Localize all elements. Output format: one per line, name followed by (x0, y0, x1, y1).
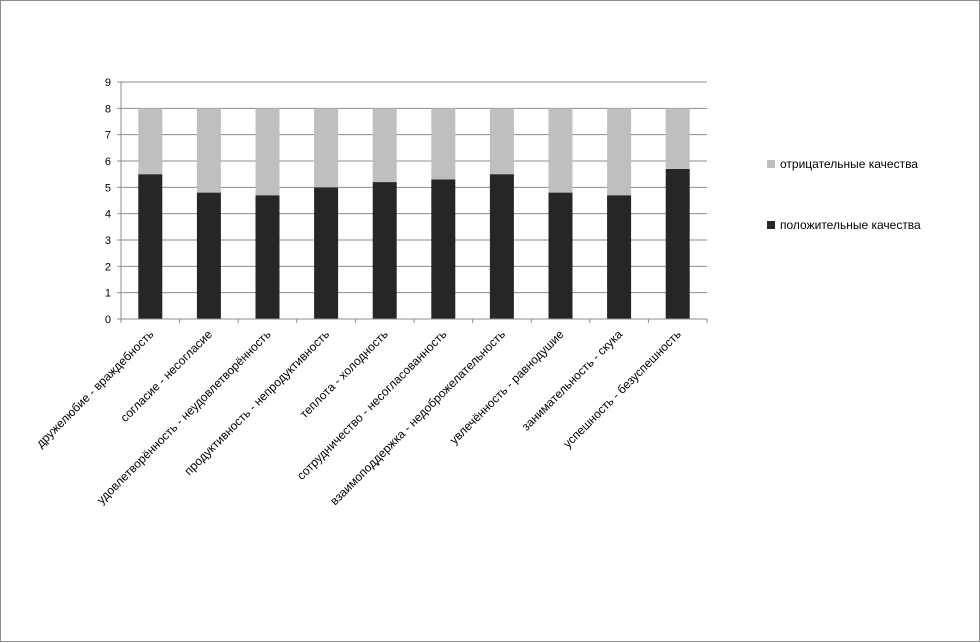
y-tick-label: 3 (105, 235, 111, 247)
y-tick-label: 6 (105, 156, 111, 168)
y-tick-label: 5 (105, 182, 111, 194)
bar-negative (607, 108, 632, 196)
bars (138, 108, 690, 319)
bar-positive (372, 182, 397, 319)
y-tick-label: 9 (105, 77, 111, 89)
bar-negative (255, 108, 280, 196)
y-tick-label: 4 (105, 209, 111, 221)
category-label: дружелюбие - враждебность (33, 327, 156, 450)
bar-positive (607, 195, 632, 319)
bar-positive (314, 187, 339, 319)
bar-negative (489, 108, 514, 175)
bar-positive (431, 179, 456, 319)
bar-negative (196, 108, 221, 193)
y-tick-label: 0 (105, 314, 111, 326)
bar-positive (138, 174, 163, 319)
y-tick-label: 2 (105, 261, 111, 273)
bar-negative (431, 108, 456, 180)
legend: отрицательные качества положительные каче… (767, 157, 921, 232)
y-tick-label: 7 (105, 130, 111, 142)
y-tick-label: 1 (105, 288, 111, 300)
bar-negative (548, 108, 573, 193)
category-label: увлечённость - равнодушие (447, 327, 567, 447)
y-tick-labels: 0 1 2 3 4 5 6 7 8 9 (105, 77, 111, 326)
bar-negative (138, 108, 163, 175)
legend-label: положительные качества (780, 218, 921, 232)
axes (117, 81, 708, 323)
bar-negative (665, 108, 690, 169)
category-label: успешность - безуспешность (560, 327, 683, 450)
bar-positive (548, 192, 573, 319)
category-label: занимательность - скука (519, 327, 626, 434)
bar-positive (255, 195, 280, 319)
bar-negative (314, 108, 339, 188)
legend-swatch (767, 221, 775, 229)
bar-negative (372, 108, 397, 183)
bar-positive (489, 174, 514, 319)
bar-positive (196, 192, 221, 319)
legend-label: отрицательные качества (780, 157, 918, 171)
y-tick-label: 8 (105, 103, 111, 115)
bar-positive (665, 168, 690, 319)
legend-swatch (767, 160, 775, 168)
